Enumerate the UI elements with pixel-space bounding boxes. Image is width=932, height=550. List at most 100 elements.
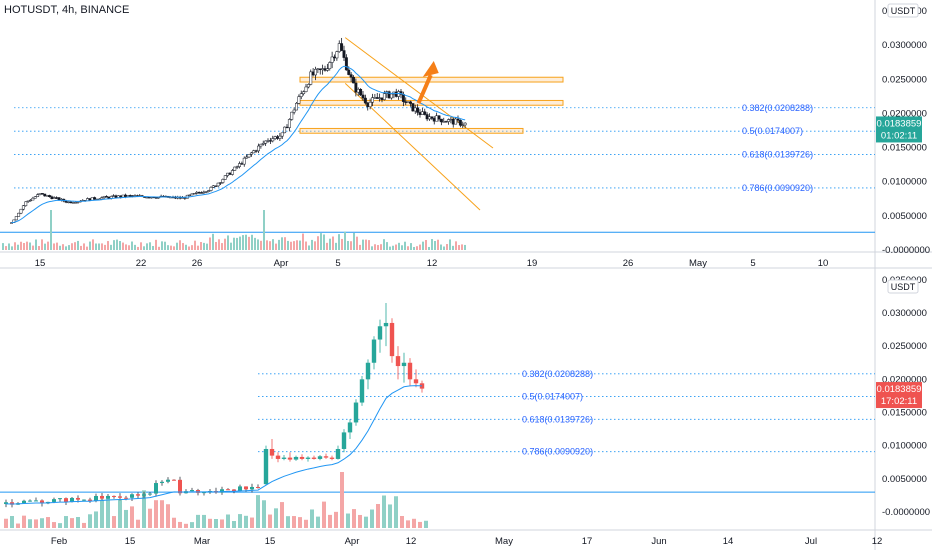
pane1-volume-bar (401, 245, 403, 250)
pane1-candle (249, 152, 253, 155)
pane1-volume-bar (221, 243, 223, 250)
pane2-volume-bar (316, 516, 320, 528)
pane2-candle (256, 486, 260, 488)
pane2-candle (124, 497, 128, 499)
pane2-volume-bar (256, 495, 260, 528)
pane2-candle (100, 495, 104, 499)
pane2-volume-bar (184, 523, 188, 528)
pane1-candle (266, 140, 270, 142)
pane1-candle (361, 94, 365, 99)
pane1-candle (259, 143, 263, 147)
pane1-candle (107, 196, 111, 199)
pane1-volume-bar (404, 241, 406, 250)
pane2-volume-bar (424, 520, 428, 528)
pane1-candle (390, 93, 393, 99)
pane1-candle (271, 138, 275, 142)
pane1-candle (188, 194, 192, 196)
pane1-volume-bar (137, 246, 139, 250)
pane2-candle (142, 494, 146, 496)
pane1-candle (261, 142, 265, 145)
pane2-volume-bar (238, 514, 242, 528)
pane1-candle (48, 195, 51, 197)
pane1-volume-bar (38, 246, 40, 250)
pane1-volume-bar (8, 243, 10, 250)
pane2-candle (28, 500, 32, 502)
pane2-x-tick-label: Jul (805, 536, 817, 547)
pane1-candle (31, 197, 35, 201)
pane1-volume-bar (167, 245, 169, 250)
pane1-volume-bar (455, 241, 457, 250)
pane2-volume-bar (208, 518, 212, 528)
pane1-fib-label: 0.5(0.0174007) (742, 126, 803, 136)
pane2-volume-bar (64, 516, 68, 528)
pane2-volume-bar (124, 509, 128, 528)
pane1-volume-bar (68, 245, 70, 250)
pane1-candle (247, 154, 251, 158)
pane2-volume-bar (298, 517, 302, 528)
pane1-candle (316, 68, 320, 70)
pane1-volume-bar (65, 246, 67, 250)
pane1-volume-bar (95, 243, 97, 250)
pane1-candle (328, 62, 332, 69)
pane1-candle (273, 136, 277, 139)
pane2-candle (323, 456, 329, 458)
pane1-volume-bar (305, 241, 307, 250)
pane1-volume-bar (197, 245, 199, 250)
pane1-y-tick-label: 0.0100000 (882, 177, 927, 188)
pane2-volume-bar (172, 517, 176, 528)
pane1-candle (36, 194, 40, 197)
pane1-volume-bar (17, 244, 19, 250)
pane1-candle (195, 192, 199, 194)
pane1-volume-bar (314, 241, 316, 250)
pane2-x-tick-label: Mar (194, 536, 210, 547)
pane1-ema-line (11, 65, 466, 224)
pane1-candle (33, 196, 37, 199)
pane2-fib-label: 0.382(0.0208288) (522, 369, 593, 379)
pane1-candle (456, 118, 460, 121)
pane1-volume-bar (140, 242, 142, 250)
pane1-volume-bar (386, 242, 388, 250)
pane2-candle (287, 457, 293, 460)
pane1-volume-bar (227, 235, 229, 250)
pane2-fib-label: 0.618(0.0139726) (522, 414, 593, 424)
pane1-volume-bar (341, 238, 343, 250)
pane1-volume-bar (170, 245, 172, 250)
pane1-volume-bar (272, 239, 274, 250)
pane1-volume-bar (338, 234, 340, 250)
pane2-candle (293, 456, 299, 460)
pane1-volume-bar (464, 244, 466, 250)
pane1-candle (71, 202, 75, 204)
pane2-volume-bar (112, 516, 116, 528)
pane1-candle (432, 118, 436, 122)
pane1-candle (371, 97, 374, 103)
pane1-volume-bar (161, 241, 163, 250)
pane1-candle (240, 163, 244, 165)
pane1-volume-bar (89, 241, 91, 250)
pane1-candle (202, 191, 206, 194)
pane1-candle (26, 200, 30, 203)
pane1-candle (437, 115, 441, 120)
pane1-candle (223, 175, 227, 180)
pane1-volume-bar (62, 244, 64, 250)
pane1-candle (394, 91, 398, 97)
pane1-candle (64, 200, 68, 203)
pane2-candle (383, 322, 389, 327)
pane1-candle (430, 116, 434, 119)
pane1-volume-bar (275, 243, 277, 250)
pane1-arrow-shaft (416, 74, 433, 104)
pane2-x-tick-label: May (495, 536, 513, 547)
pane2-candle (40, 500, 44, 504)
pane2-candle (154, 483, 158, 494)
pane1-volume-bar (416, 246, 418, 250)
pane2-candle (232, 489, 236, 492)
pane1-volume-bar (149, 242, 151, 250)
pane1-candle (200, 192, 203, 194)
pane1-volume-bar (380, 244, 382, 250)
pane1-candle (38, 193, 42, 195)
pane1-candle (359, 88, 363, 96)
pane2-candle (401, 362, 407, 367)
pane1-volume-bar (281, 237, 283, 250)
pane2-candle (263, 448, 269, 485)
pane2-volume-bar (16, 523, 20, 528)
